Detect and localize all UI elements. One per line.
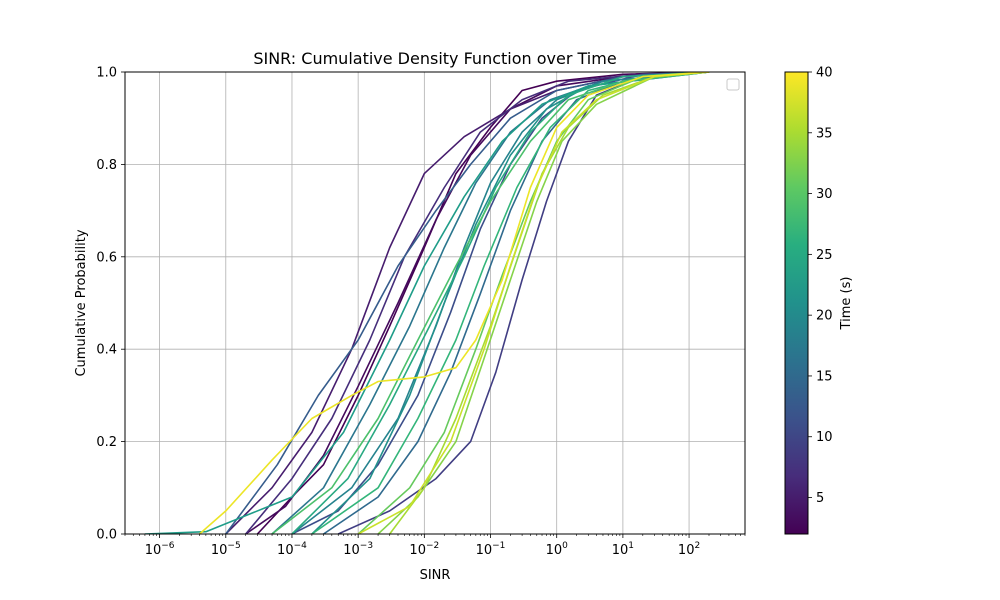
colorbar-tick-label: 15 <box>816 369 833 384</box>
colorbar-label: Time (s) <box>839 277 854 331</box>
x-tick-label: 10−3 <box>343 541 373 558</box>
colorbar-tick-label: 20 <box>816 309 833 324</box>
colorbar-tick-label: 30 <box>816 187 833 202</box>
cdf-series-line <box>311 72 710 534</box>
colorbar-tick-label: 40 <box>816 66 833 81</box>
colorbar-tick-label: 10 <box>816 430 833 445</box>
x-tick-label: 10−6 <box>145 541 175 558</box>
cdf-series-line <box>225 72 710 534</box>
series-layer <box>144 72 710 534</box>
cdf-series-line <box>144 72 710 534</box>
chart-title: SINR: Cumulative Density Function over T… <box>253 49 616 68</box>
y-tick-label: 0.8 <box>96 158 117 173</box>
colorbar-tick-label: 25 <box>816 248 833 263</box>
cdf-series-line <box>291 72 710 534</box>
y-axis-ticks: 0.0 0.2 0.4 0.6 0.8 1.0 <box>96 66 125 543</box>
x-tick-label: 10−5 <box>211 541 241 558</box>
x-axis-ticks: 10−6 10−5 10−4 10−3 10−2 10−1 100 101 102 <box>124 534 746 558</box>
cdf-series-line <box>311 72 710 534</box>
cdf-series-line <box>198 72 710 534</box>
y-axis-label: Cumulative Probability <box>74 229 89 376</box>
cdf-series-line <box>271 72 710 534</box>
y-tick-label: 0.6 <box>96 250 117 265</box>
cdf-series-line <box>357 72 710 534</box>
cdf-series-line <box>291 72 710 534</box>
colorbar-tick-label: 5 <box>816 491 824 506</box>
colorbar-tick-label: 35 <box>816 126 833 141</box>
colorbar <box>784 71 809 535</box>
y-tick-label: 0.0 <box>96 528 117 543</box>
cdf-series-line <box>245 72 710 534</box>
x-tick-label: 100 <box>546 541 569 558</box>
x-tick-label: 102 <box>678 541 700 558</box>
legend-box <box>726 78 740 91</box>
cdf-series-line <box>337 72 710 534</box>
cdf-series-line <box>225 72 710 534</box>
colorbar-ticks: 5 10 15 20 25 30 35 40 <box>808 66 833 506</box>
x-tick-label: 10−2 <box>409 541 439 558</box>
y-tick-label: 0.4 <box>96 343 117 358</box>
cdf-series-line <box>377 72 710 534</box>
y-tick-label: 0.2 <box>96 435 117 450</box>
y-tick-label: 1.0 <box>96 66 117 81</box>
x-tick-label: 10−1 <box>476 541 506 558</box>
cdf-series-line <box>291 72 710 534</box>
x-axis-label: SINR <box>420 568 451 583</box>
cdf-series-line <box>357 72 710 534</box>
x-tick-label: 10−4 <box>277 541 307 558</box>
x-tick-label: 101 <box>612 541 634 558</box>
plot-frame <box>124 71 746 535</box>
